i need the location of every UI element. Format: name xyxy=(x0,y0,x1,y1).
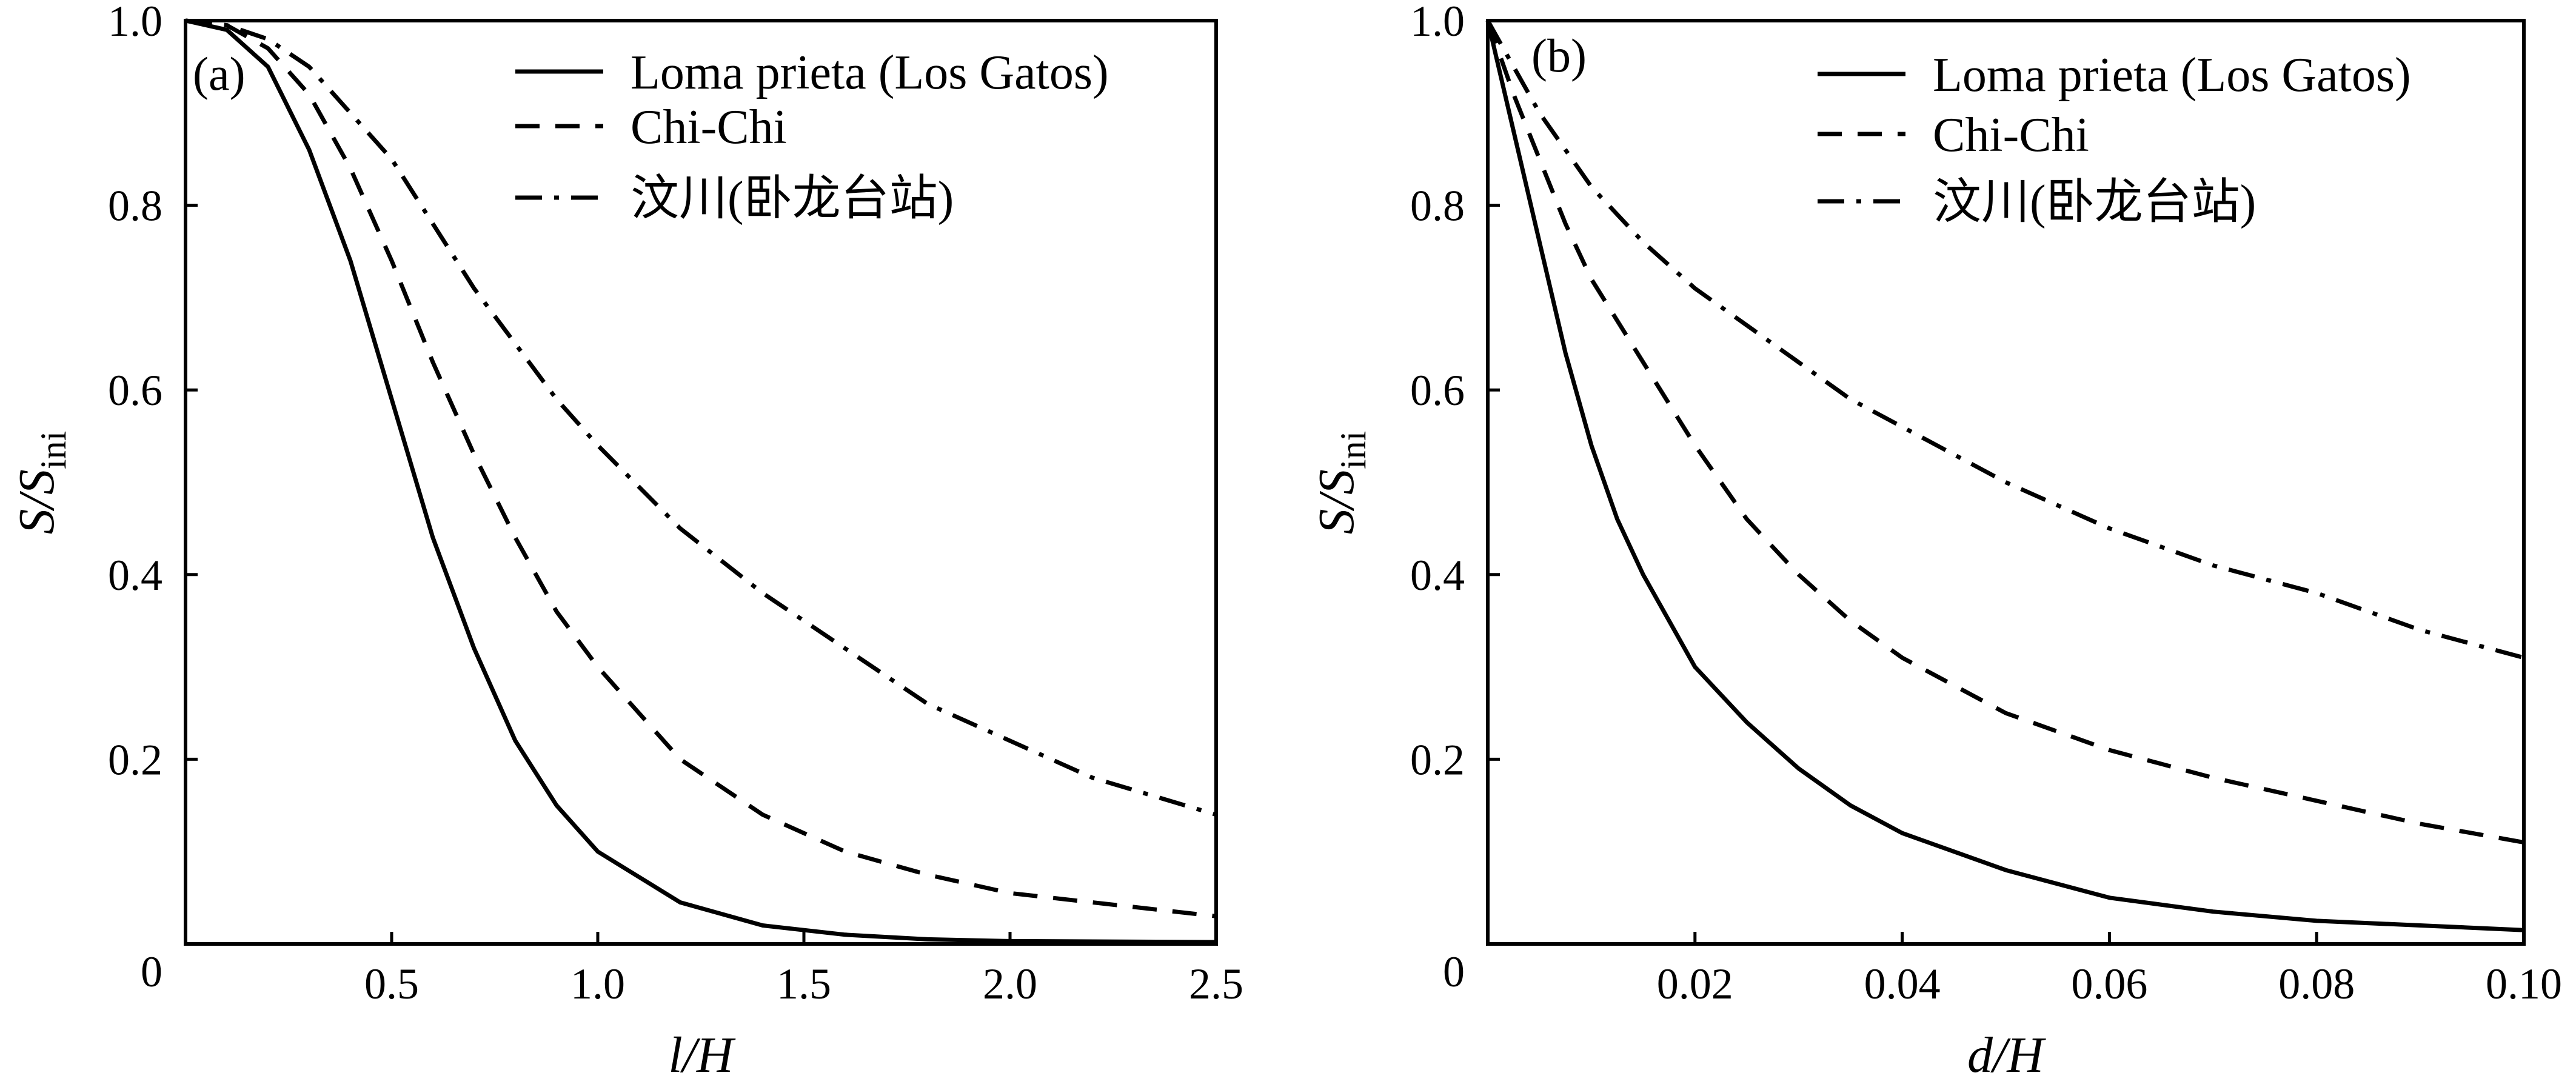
legend-label: Chi-Chi xyxy=(631,101,787,154)
series-layer xyxy=(1485,19,2524,932)
y-tick-label: 0.6 xyxy=(1410,366,1465,415)
series-line-loma-prieta-los-gatos xyxy=(185,18,1217,945)
y-tick-label: 0.4 xyxy=(108,551,162,600)
y-tick-label: 0.8 xyxy=(1410,182,1465,230)
y-ticks: 0 0.2 0.4 0.6 0.8 1.0 xyxy=(1410,0,1500,996)
y-tick-label: 0.2 xyxy=(1410,735,1465,784)
x-axis-title: l/H xyxy=(668,1027,736,1083)
series-line-chi-chi xyxy=(1485,19,2524,845)
panel-a: 0.5 1.0 1.5 2.0 2.5 0 0.2 0.4 0.6 0.8 1.0 (a) Lom… xyxy=(8,0,1243,1083)
legend-label: Chi-Chi xyxy=(1933,109,2089,162)
y-axis-title-main: S xyxy=(8,509,65,534)
x-tick-label: 2.5 xyxy=(1189,960,1243,1008)
x-axis-title: d/H xyxy=(1967,1027,2046,1083)
y-axis-title-sub: ini xyxy=(33,431,73,469)
legend: Loma prieta (Los Gatos) Chi-Chi 汶川(卧龙台站) xyxy=(1818,48,2411,229)
x-tick-label: 2.0 xyxy=(983,960,1037,1008)
legend: Loma prieta (Los Gatos)Chi-Chi 汶川(卧龙台站) xyxy=(515,46,1109,226)
panel-label: (a) xyxy=(193,47,246,100)
y-tick-label: 1.0 xyxy=(108,0,162,45)
series-layer xyxy=(185,18,1217,945)
panel-label: (b) xyxy=(1531,29,1587,82)
series-line-chi-chi xyxy=(185,18,1217,918)
x-tick-label: 1.0 xyxy=(570,960,625,1008)
x-tick-label: 0.02 xyxy=(1657,960,1733,1008)
legend-label: Loma prieta (Los Gatos) xyxy=(631,46,1109,99)
x-tick-label: 1.5 xyxy=(777,960,831,1008)
y-axis-title-sep: /S xyxy=(8,469,65,511)
series-line-loma-prieta-los-gatos xyxy=(1485,20,2524,932)
x-ticks: 0.02 0.04 0.06 0.08 0.10 xyxy=(1657,932,2562,1008)
y-axis-title-sep: /S xyxy=(1308,469,1365,511)
y-tick-label: 0.6 xyxy=(108,366,162,415)
y-tick-label: 0 xyxy=(141,948,162,996)
x-tick-label: 0.04 xyxy=(1864,960,1941,1008)
y-tick-label: 0.8 xyxy=(108,182,162,230)
x-tick-label: 0.08 xyxy=(2278,960,2355,1008)
x-ticks: 0.5 1.0 1.5 2.0 2.5 xyxy=(364,932,1243,1008)
y-tick-label: 0 xyxy=(1443,948,1465,996)
y-tick-label: 1.0 xyxy=(1410,0,1465,45)
y-axis-title-sub: ini xyxy=(1333,431,1373,469)
series-line-series-3 xyxy=(1485,19,2524,660)
legend-label: 汶川(卧龙台站) xyxy=(1933,176,2256,229)
plot-frame xyxy=(1486,19,2526,946)
y-axis-title: S/Sini xyxy=(1308,431,1373,535)
panel-b: 0.02 0.04 0.06 0.08 0.10 0 0.2 0.4 0.6 0.8 1.0 (b… xyxy=(1308,0,2562,1083)
y-ticks: 0 0.2 0.4 0.6 0.8 1.0 xyxy=(108,0,198,996)
y-tick-label: 0.4 xyxy=(1410,551,1465,600)
x-tick-label: 0.06 xyxy=(2071,960,2147,1008)
y-tick-label: 0.2 xyxy=(108,735,162,784)
plot-frame xyxy=(184,19,1218,946)
x-tick-label: 0.5 xyxy=(364,960,419,1008)
legend-label: Loma prieta (Los Gatos) xyxy=(1933,48,2411,102)
y-axis-title: S/Sini xyxy=(8,431,73,535)
x-tick-label: 0.10 xyxy=(2486,960,2562,1008)
y-axis-title-main: S xyxy=(1308,509,1365,534)
legend-label: 汶川(卧龙台站) xyxy=(631,172,954,226)
series-line-series-3 xyxy=(185,18,1217,817)
